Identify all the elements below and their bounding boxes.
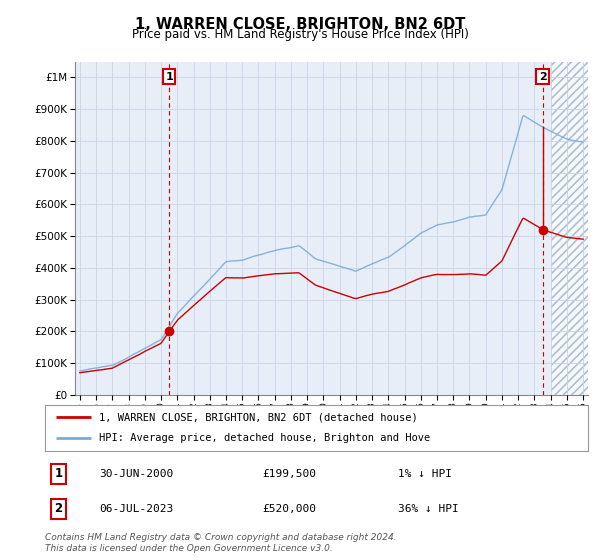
Bar (551, 62, 588, 395)
Text: 1, WARREN CLOSE, BRIGHTON, BN2 6DT: 1, WARREN CLOSE, BRIGHTON, BN2 6DT (135, 17, 465, 32)
Text: 06-JUL-2023: 06-JUL-2023 (100, 504, 173, 514)
Text: 1: 1 (55, 468, 62, 480)
Text: HPI: Average price, detached house, Brighton and Hove: HPI: Average price, detached house, Brig… (100, 433, 431, 444)
Text: 1, WARREN CLOSE, BRIGHTON, BN2 6DT (detached house): 1, WARREN CLOSE, BRIGHTON, BN2 6DT (deta… (100, 412, 418, 422)
Text: 1% ↓ HPI: 1% ↓ HPI (398, 469, 452, 479)
Bar (551, 62, 588, 395)
Text: 1: 1 (165, 72, 173, 82)
Text: £520,000: £520,000 (262, 504, 316, 514)
Text: 2: 2 (539, 72, 547, 82)
Text: 36% ↓ HPI: 36% ↓ HPI (398, 504, 459, 514)
Text: Contains HM Land Registry data © Crown copyright and database right 2024.
This d: Contains HM Land Registry data © Crown c… (45, 533, 397, 553)
Text: 2: 2 (55, 502, 62, 515)
Text: 30-JUN-2000: 30-JUN-2000 (100, 469, 173, 479)
Text: £199,500: £199,500 (262, 469, 316, 479)
Text: Price paid vs. HM Land Registry's House Price Index (HPI): Price paid vs. HM Land Registry's House … (131, 28, 469, 41)
